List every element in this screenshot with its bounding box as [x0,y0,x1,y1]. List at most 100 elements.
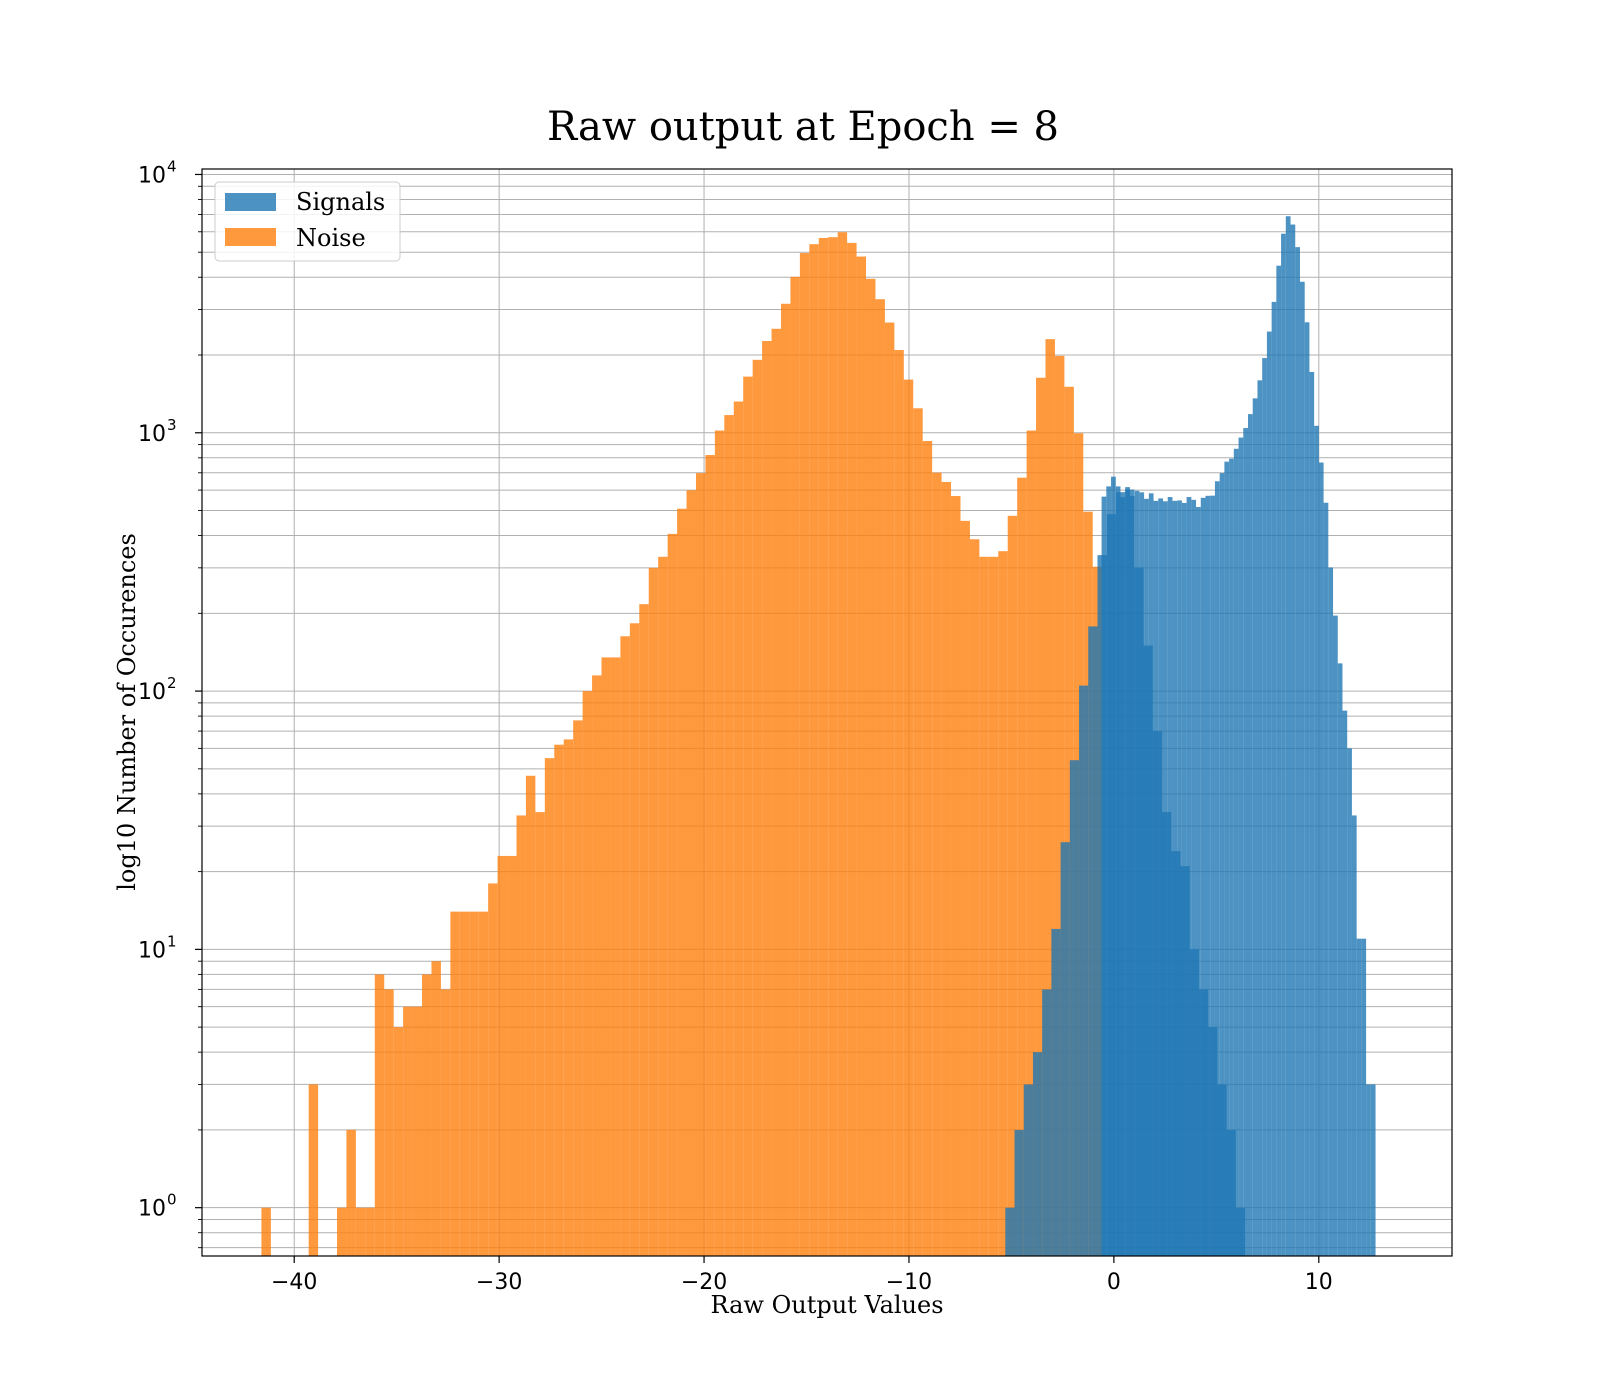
noise-bar [261,1207,271,1256]
noise-bar [818,237,829,1257]
noise-bar [459,911,470,1256]
noise-bar [969,539,980,1256]
signals-bar [1210,495,1215,1257]
signal-bars [1005,216,1376,1257]
noise-bar [894,350,904,1256]
signals-bar [1148,493,1154,1256]
signals-bar [1181,502,1187,1256]
noise-bar [828,237,838,1256]
legend: Signals Noise [214,181,401,262]
noise-bar [847,242,857,1256]
signals-bar [1351,815,1357,1256]
noise-bar [620,636,630,1256]
x-tick-label: −20 [681,1270,727,1295]
signals-bar [1139,492,1145,1256]
noise-bar [752,359,763,1257]
x-axis-label: Raw Output Values [710,1291,943,1319]
noise-bar [497,855,508,1256]
noise-bar [412,1006,423,1256]
y-axis-label: log10 Number of Occurences [113,533,141,891]
noise-bar [677,508,687,1256]
noise-bar [667,533,678,1256]
noise-bar [582,691,593,1256]
noise-bar [799,253,810,1256]
noise-bar [563,739,574,1256]
signals-bar [1248,414,1253,1256]
noise-bar [686,490,696,1256]
noise-bar [1007,515,1018,1256]
signals-bar [1295,247,1300,1256]
noise-bar [856,256,867,1256]
noise-bar [478,911,489,1256]
noise-bar [629,623,640,1256]
noise-bar [960,520,970,1256]
signals-bar [1233,448,1239,1256]
noise-bar [998,551,1008,1256]
signals-bar [1318,462,1324,1256]
noise-bar [403,1006,413,1256]
signals-bar [1158,498,1163,1256]
signals-bar [1328,567,1334,1256]
noise-bar [384,989,394,1256]
signals-bar [1134,490,1140,1257]
plot-frame [201,168,1453,1257]
signals-bar [1219,473,1225,1257]
signals-bar [1257,380,1263,1256]
signals-bar [1069,760,1080,1256]
noise-bar [601,657,611,1256]
noise-bar [705,455,715,1257]
signals-bar [1167,497,1173,1256]
noise-bar [884,322,895,1256]
signals-bar [1347,748,1352,1256]
signals-bar [1023,1084,1033,1256]
noise-bar [724,415,734,1256]
noise-bar [450,911,460,1256]
noise-bar [866,278,876,1257]
y-tick-label: 10 [138,938,166,963]
y-tick-exponent: 3 [167,416,177,434]
noise-bar [516,815,526,1256]
signals-bar [1271,301,1277,1256]
signals-bar [1051,928,1061,1256]
y-tick-label: 10 [138,422,166,447]
noise-bar [337,1207,347,1256]
signals-bar [1290,224,1296,1256]
y-tick-exponent: 2 [167,674,177,692]
signals-bar [1224,461,1230,1256]
noise-bar [988,556,999,1256]
signals-bar [1106,486,1112,1256]
signals-bar [1262,358,1267,1256]
noise-bar [1054,355,1065,1256]
legend-label-signals: Signals [296,188,385,216]
noise-bar [648,567,659,1256]
signals-bar [1309,371,1315,1256]
noise-bar [658,556,668,1256]
signals-bar [1314,425,1319,1257]
signals-bar [1079,685,1089,1256]
signals-bar [1042,989,1052,1256]
signals-bar [1299,281,1305,1257]
noise-bar [913,408,923,1256]
noise-bar [469,911,479,1256]
signals-bar [1144,498,1149,1257]
signals-bar [1276,265,1282,1256]
y-tick-label: 10 [138,1197,166,1222]
signals-bar [1229,458,1234,1257]
y-tick-exponent: 1 [167,932,177,950]
noise-bar [979,556,989,1256]
x-tick-label: −40 [271,1270,317,1295]
signals-bar [1005,1207,1015,1256]
noise-bar [393,1027,404,1256]
noise-bar [951,496,961,1256]
noise-bar [535,812,545,1256]
noise-bar [932,472,942,1256]
noise-bar [610,657,621,1256]
signals-bar [1186,497,1192,1256]
noise-bar [308,1084,319,1256]
y-tick-exponent: 4 [167,157,177,175]
noise-bar [639,604,649,1256]
signals-bar [1014,1129,1024,1256]
signals-bar [1088,626,1098,1256]
